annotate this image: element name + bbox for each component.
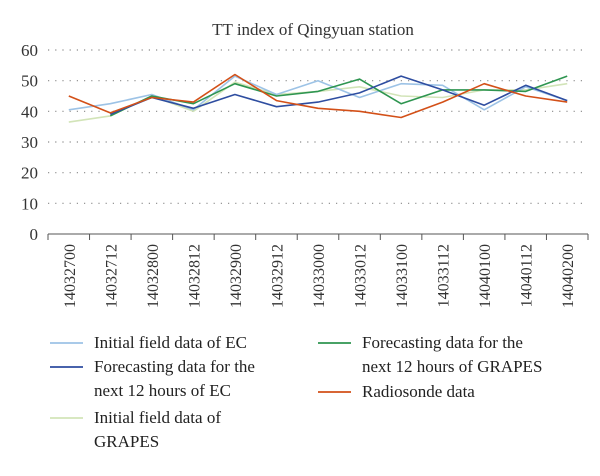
grid-layer: [48, 49, 588, 204]
y-tick-label: 50: [21, 72, 38, 91]
series-line-3: [109, 75, 568, 117]
legend: Initial field data of EC Forecasting data…: [50, 333, 542, 451]
y-tick-label: 20: [21, 164, 38, 183]
y-tick-label: 30: [21, 133, 38, 152]
series-line-1: [109, 75, 568, 116]
y-tick-label: 0: [30, 225, 39, 244]
x-tick-label: 14033012: [353, 244, 370, 308]
legend-label-0: Initial field data of EC: [94, 333, 247, 352]
x-tick-label: 14032800: [145, 244, 162, 308]
series-line-4: [68, 73, 568, 119]
x-tick-label: 14032900: [228, 244, 245, 308]
legend-label-1: Forecasting data for the: [94, 357, 255, 376]
y-tick-label: 10: [21, 194, 38, 213]
legend-label-1: next 12 hours of EC: [94, 381, 231, 400]
x-tick-label: 14032812: [186, 244, 203, 308]
legend-label-3: Forecasting data for the: [362, 333, 523, 352]
x-tick-label: 14040100: [477, 244, 494, 308]
x-tick-label: 14033000: [311, 244, 328, 308]
x-tick-label: 14032912: [269, 244, 286, 308]
legend-label-3: next 12 hours of GRAPES: [362, 357, 542, 376]
x-tick-label: 14032712: [103, 244, 120, 308]
legend-label-2: GRAPES: [94, 432, 159, 451]
y-tick-label: 60: [21, 41, 38, 60]
x-tick-label: 14033100: [394, 244, 411, 308]
x-tick-label: 14032700: [62, 244, 79, 308]
x-tick-label: 14040200: [560, 244, 577, 308]
axis-layer: 0 10 20 30 40 50 60 14032700 14032712 14032800 140…: [21, 41, 589, 308]
legend-label-2: Initial field data of: [94, 408, 221, 427]
x-tick-label: 14033112: [436, 244, 453, 307]
x-tick-label: 14040112: [519, 244, 536, 307]
series-line-0: [68, 75, 568, 111]
legend-label-4: Radiosonde data: [362, 382, 475, 401]
chart-title: TT index of Qingyuan station: [212, 20, 414, 39]
series-layer: [68, 73, 568, 123]
y-tick-label: 40: [21, 102, 38, 121]
